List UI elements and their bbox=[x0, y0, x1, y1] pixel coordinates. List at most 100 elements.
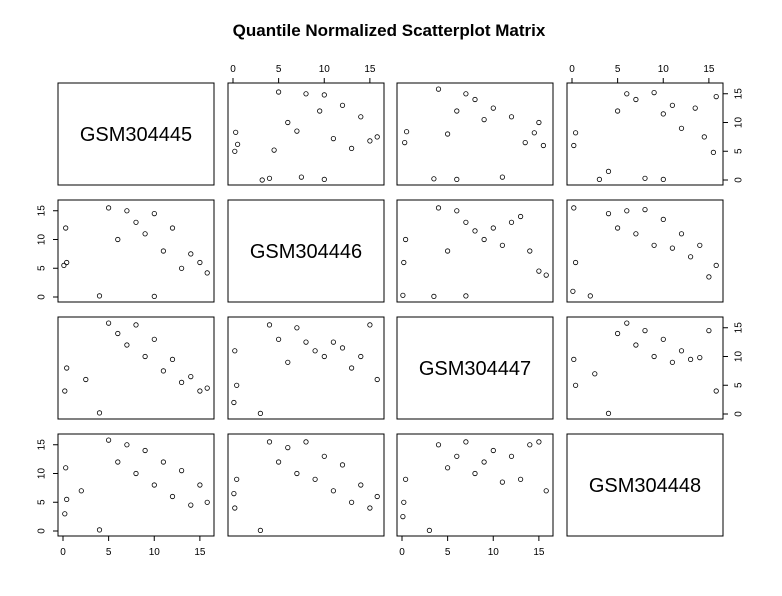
data-point bbox=[348, 145, 355, 151]
x-tick-label: 15 bbox=[364, 64, 376, 75]
data-point bbox=[294, 325, 300, 331]
data-point bbox=[321, 92, 327, 98]
data-point bbox=[454, 108, 460, 114]
data-point bbox=[435, 442, 442, 448]
data-point bbox=[321, 176, 327, 182]
x-tick-label: 10 bbox=[488, 547, 500, 558]
data-point bbox=[330, 488, 336, 494]
data-point bbox=[197, 259, 203, 266]
data-point bbox=[234, 382, 240, 388]
data-point bbox=[142, 231, 148, 237]
data-point bbox=[540, 142, 547, 149]
data-point bbox=[231, 399, 237, 406]
data-point bbox=[197, 482, 203, 488]
data-point bbox=[275, 459, 282, 465]
panel-4-3 bbox=[396, 433, 554, 537]
y-tick-label: 10 bbox=[734, 117, 745, 129]
data-point bbox=[543, 488, 549, 494]
data-point bbox=[660, 216, 666, 222]
data-point bbox=[235, 141, 241, 147]
data-point bbox=[188, 502, 194, 508]
data-point bbox=[106, 320, 112, 326]
data-point bbox=[259, 177, 265, 183]
x-tick-label: 15 bbox=[194, 547, 206, 558]
data-point bbox=[527, 248, 533, 254]
data-point bbox=[687, 254, 694, 260]
data-point bbox=[572, 382, 579, 388]
data-point bbox=[204, 499, 210, 505]
data-point bbox=[624, 320, 630, 326]
data-point bbox=[706, 327, 712, 334]
data-point bbox=[63, 225, 69, 231]
data-point bbox=[62, 511, 68, 517]
panel-2-2 bbox=[227, 199, 385, 303]
data-point bbox=[697, 354, 703, 361]
data-point bbox=[713, 262, 719, 268]
x-tick-label: 15 bbox=[703, 64, 715, 75]
data-point bbox=[303, 439, 309, 445]
y-tick-label: 15 bbox=[734, 88, 745, 100]
data-point bbox=[499, 174, 505, 180]
data-point bbox=[435, 86, 442, 92]
data-point bbox=[651, 90, 657, 96]
data-point bbox=[358, 114, 364, 120]
data-point bbox=[472, 470, 478, 477]
data-point bbox=[572, 259, 579, 266]
variable-label: GSM304445 bbox=[80, 124, 192, 146]
data-point bbox=[444, 131, 451, 137]
data-point bbox=[133, 322, 139, 328]
data-point bbox=[339, 102, 346, 108]
y-tick-label: 10 bbox=[734, 351, 745, 363]
data-point bbox=[275, 336, 282, 342]
y-tick-label: 5 bbox=[37, 499, 48, 505]
data-point bbox=[96, 293, 103, 299]
data-point bbox=[303, 339, 309, 345]
data-point bbox=[651, 242, 657, 248]
data-point bbox=[358, 353, 364, 360]
data-point bbox=[481, 117, 487, 123]
data-point bbox=[463, 439, 469, 445]
data-point bbox=[605, 168, 612, 174]
data-point bbox=[431, 176, 437, 182]
data-point bbox=[490, 447, 496, 454]
data-point bbox=[294, 128, 300, 134]
data-point bbox=[431, 293, 437, 299]
data-point bbox=[151, 482, 157, 488]
data-point bbox=[508, 219, 515, 225]
data-point bbox=[402, 236, 409, 243]
data-point bbox=[508, 114, 515, 120]
data-point bbox=[678, 125, 685, 131]
panel-3-4 bbox=[566, 316, 724, 420]
data-point bbox=[444, 465, 451, 471]
data-point bbox=[403, 129, 410, 135]
data-point bbox=[463, 91, 469, 97]
data-point bbox=[275, 89, 282, 95]
data-point bbox=[151, 336, 157, 342]
data-point bbox=[330, 136, 336, 142]
data-point bbox=[651, 353, 657, 360]
data-point bbox=[197, 388, 203, 394]
data-point bbox=[61, 262, 67, 268]
y-tick-label: 10 bbox=[37, 234, 48, 246]
data-point bbox=[78, 488, 84, 494]
data-point bbox=[472, 228, 478, 234]
data-point bbox=[285, 119, 291, 126]
data-point bbox=[660, 336, 666, 342]
data-point bbox=[605, 211, 612, 217]
data-point bbox=[151, 211, 157, 217]
variable-label: GSM304448 bbox=[589, 475, 701, 497]
data-point bbox=[169, 493, 176, 500]
data-point bbox=[531, 130, 537, 136]
data-point bbox=[401, 499, 407, 505]
data-point bbox=[678, 348, 685, 354]
data-point bbox=[570, 288, 576, 294]
data-point bbox=[633, 342, 639, 348]
data-point bbox=[317, 108, 323, 114]
chart-title: Quantile Normalized Scatterplot Matrix bbox=[233, 21, 546, 40]
data-point bbox=[62, 388, 68, 394]
data-point bbox=[614, 330, 621, 337]
data-point bbox=[179, 379, 185, 385]
data-point bbox=[571, 205, 577, 211]
data-point bbox=[115, 236, 121, 243]
